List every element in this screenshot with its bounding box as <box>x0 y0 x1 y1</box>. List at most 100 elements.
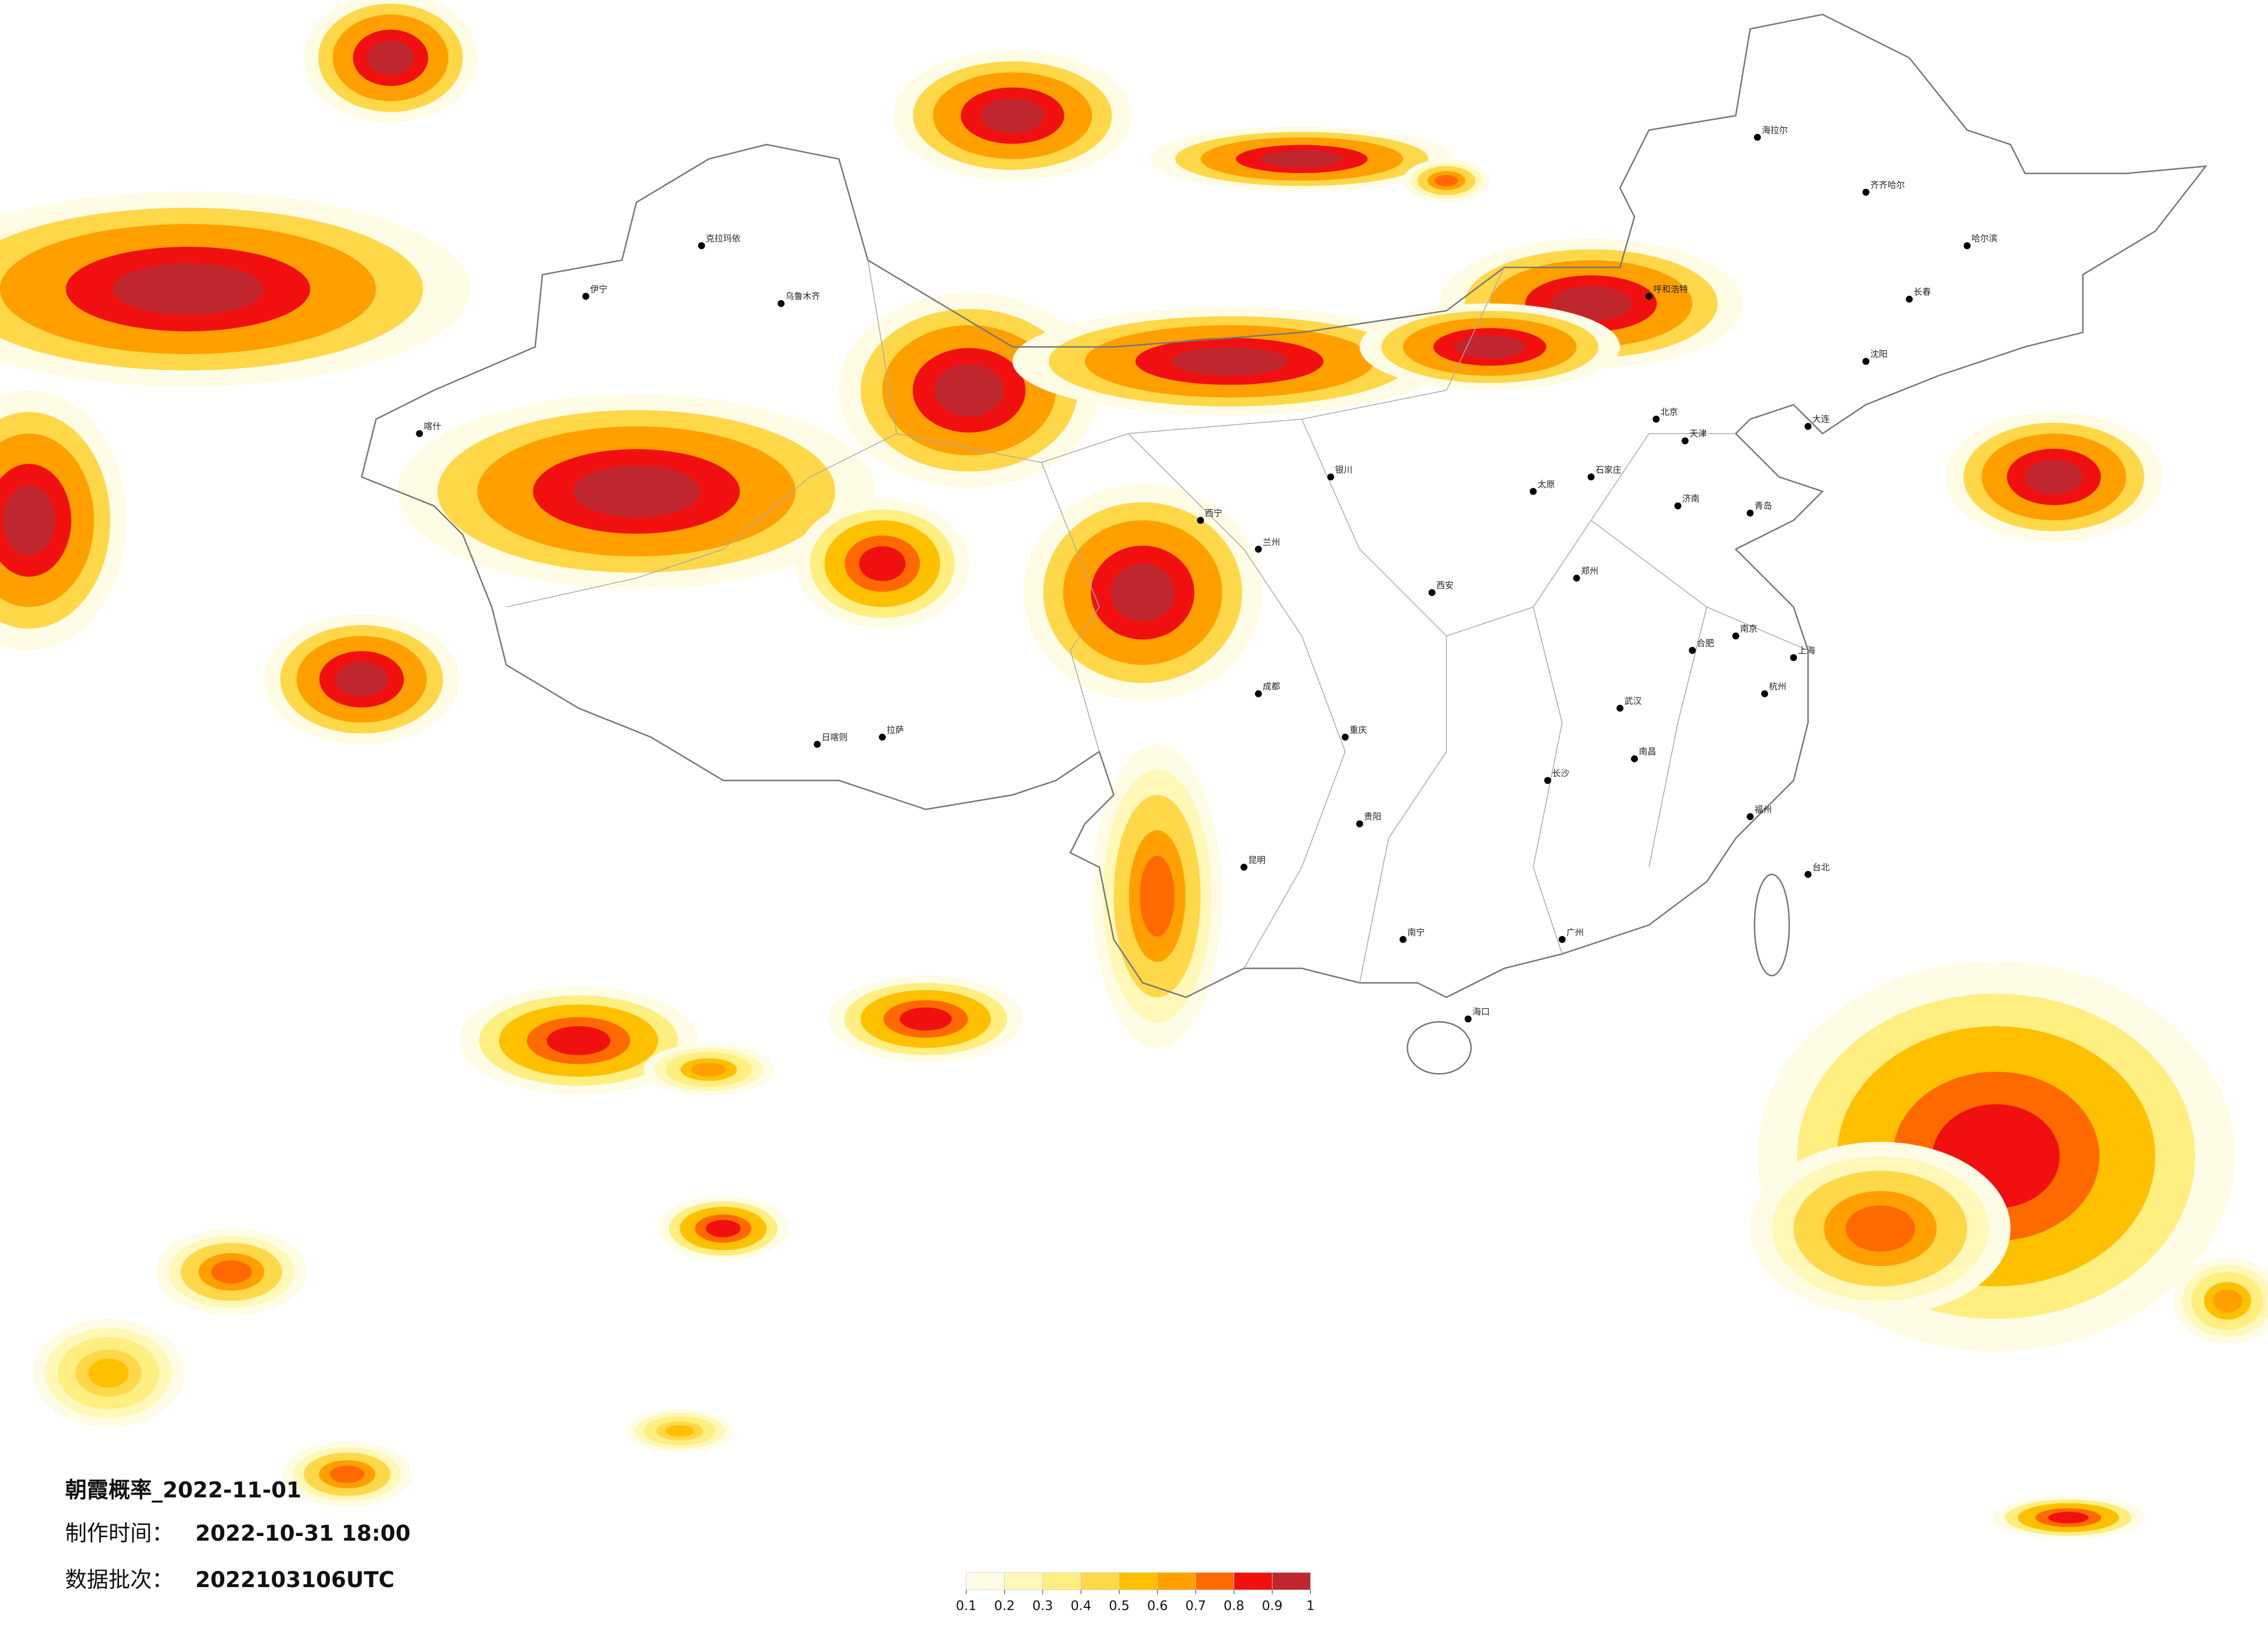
probability-patch <box>2 485 55 555</box>
probability-patch <box>1550 286 1632 321</box>
city-dot <box>1746 813 1754 821</box>
province-lines <box>506 260 1809 983</box>
city-dot <box>1327 473 1335 481</box>
probability-patch <box>1140 855 1175 937</box>
city-label: 成都 <box>1263 681 1280 692</box>
probability-patch <box>2213 1289 2242 1312</box>
city-label: 拉萨 <box>887 725 904 735</box>
city-dot <box>698 242 705 250</box>
city-label: 合肥 <box>1696 638 1714 649</box>
city-label: 太原 <box>1537 479 1555 490</box>
city-dot <box>582 293 590 300</box>
city-label: 沈阳 <box>1870 349 1888 359</box>
city-dot <box>1255 545 1262 553</box>
city-label: 郑州 <box>1581 566 1598 576</box>
batch-label: 数据批次： <box>65 1567 174 1592</box>
city-label: 银川 <box>1335 465 1353 475</box>
city-dot <box>1652 415 1660 423</box>
colorbar: 0.1 0.2 0.3 0.4 0.5 0.6 0.7 0.8 0.9 1 <box>956 1572 1314 1614</box>
taiwan <box>1753 873 1790 977</box>
city-dot <box>1753 134 1761 141</box>
colorbar-swatch <box>1004 1572 1043 1591</box>
batch: 2022103106UTC <box>195 1567 394 1592</box>
colorbar-swatch <box>1195 1572 1234 1591</box>
city-dot <box>1732 632 1739 640</box>
city-dot <box>1761 690 1769 697</box>
city-dot <box>1805 423 1812 430</box>
city-dot <box>1240 864 1248 871</box>
colorbar-tick-label: 0.5 <box>1109 1599 1130 1614</box>
map-title: 朝霞概率_2022-11-01 <box>65 1477 301 1502</box>
city-dot <box>1805 870 1812 878</box>
city-label: 长沙 <box>1552 768 1569 779</box>
china-outline <box>361 13 2208 1075</box>
probability-patch <box>665 1425 695 1437</box>
colorbar-tick-label: 1 <box>1306 1599 1314 1614</box>
colorbar-swatch <box>1080 1572 1120 1591</box>
hainan <box>1406 1021 1472 1075</box>
city-label: 石家庄 <box>1595 465 1622 475</box>
city-dot <box>879 733 886 741</box>
city-label: 乌鲁木齐 <box>785 291 820 301</box>
city-label: 呼和浩特 <box>1654 284 1688 294</box>
city-dot <box>1573 574 1580 582</box>
city-dot <box>1558 936 1566 943</box>
city-label: 西宁 <box>1205 508 1223 519</box>
probability-patch <box>900 1007 952 1031</box>
colorbar-tick-label: 0.1 <box>956 1599 977 1614</box>
city-dot <box>1342 733 1349 741</box>
city-label: 济南 <box>1682 494 1699 504</box>
probability-patch <box>1845 1205 1915 1252</box>
probability-patch <box>211 1260 252 1284</box>
city-dot <box>1356 820 1363 828</box>
city-dot <box>777 300 785 307</box>
city-label: 克拉玛依 <box>706 233 741 244</box>
city-label: 齐齐哈尔 <box>1870 180 1905 190</box>
probability-patch <box>367 40 414 75</box>
city-label: 长春 <box>1914 287 1931 297</box>
city-label: 喀什 <box>424 421 441 431</box>
city-label: 台北 <box>1813 862 1830 872</box>
city-dot <box>1544 777 1551 784</box>
probability-patch <box>980 98 1045 133</box>
probability-patch <box>1455 335 1525 359</box>
probability-patch <box>113 262 264 315</box>
probability-patch <box>329 1465 365 1483</box>
city-dot <box>1862 358 1870 365</box>
city-dot <box>1790 654 1798 661</box>
made-time: 2022-10-31 18:00 <box>195 1520 411 1546</box>
city-dot <box>1688 647 1696 654</box>
city-label: 哈尔滨 <box>1971 233 1997 244</box>
city-dot <box>1674 502 1681 510</box>
city-label: 日喀则 <box>822 732 848 742</box>
colorbar-swatch <box>1234 1572 1273 1591</box>
city-dot <box>1964 242 1971 250</box>
city-dot <box>1746 509 1754 517</box>
city-label: 重庆 <box>1350 725 1367 735</box>
city-label: 贵阳 <box>1364 811 1381 822</box>
city-dot <box>1464 1015 1472 1023</box>
colorbar-tick-label: 0.7 <box>1185 1599 1206 1614</box>
colorbar-tick-label: 0.4 <box>1070 1599 1091 1614</box>
colorbar-swatch <box>1042 1572 1081 1591</box>
city-dot <box>1906 296 1913 303</box>
colorbar-swatch <box>1119 1572 1158 1591</box>
colorbar-swatch <box>1157 1572 1196 1591</box>
probability-patch <box>706 1220 741 1238</box>
colorbar-swatch <box>966 1572 1005 1591</box>
city-dot <box>1428 589 1436 596</box>
probability-field <box>0 0 2268 1539</box>
city-label: 南昌 <box>1639 746 1656 757</box>
probability-patch <box>1435 175 1458 187</box>
city-label: 天津 <box>1690 429 1707 439</box>
city-dot <box>1616 704 1624 712</box>
made-label: 制作时间： <box>65 1520 174 1546</box>
city-label: 杭州 <box>1769 681 1787 692</box>
probability-patch <box>2025 459 2083 495</box>
probability-patch <box>691 1062 727 1077</box>
city-dot <box>1862 189 1870 196</box>
city-dot <box>1255 690 1262 697</box>
